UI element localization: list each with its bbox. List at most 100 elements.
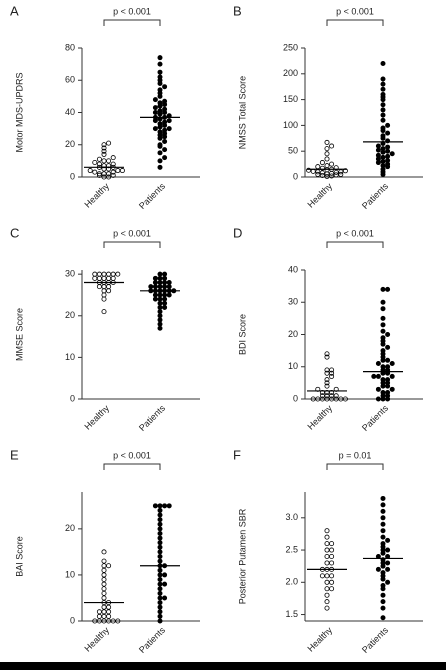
data-point [106, 288, 112, 294]
y-tick-label: 40 [65, 107, 75, 117]
y-axis-label: Motor MDS-UPDRS [14, 72, 24, 152]
y-tick-label: 0 [70, 393, 75, 403]
data-point [380, 125, 386, 131]
y-tick-label: 0 [70, 615, 75, 625]
data-point [389, 373, 395, 379]
data-point [380, 81, 386, 87]
data-point [157, 304, 163, 310]
y-tick-label: 20 [65, 139, 75, 149]
data-point [152, 97, 158, 103]
y-tick-label: 50 [288, 146, 298, 156]
significance-bracket [326, 463, 384, 470]
data-point [385, 547, 391, 553]
data-point [110, 155, 116, 161]
data-point [157, 517, 163, 523]
data-point [319, 573, 325, 579]
data-point [162, 296, 168, 302]
data-point [389, 386, 395, 392]
data-point [324, 599, 330, 605]
data-point [375, 396, 381, 402]
data-point [157, 567, 163, 573]
data-point [110, 275, 116, 281]
significance-label: p < 0.001 [113, 450, 151, 460]
data-point [324, 367, 330, 373]
data-point [324, 173, 330, 179]
data-point [106, 604, 112, 610]
x-tick-label: Healthy [82, 403, 111, 432]
significance-label: p < 0.001 [336, 228, 374, 238]
data-point [157, 317, 163, 323]
data-point [157, 74, 163, 80]
data-point [380, 306, 386, 312]
data-point [380, 541, 386, 547]
data-point [101, 148, 107, 154]
data-point [319, 396, 325, 402]
data-point [385, 377, 391, 383]
data-point [324, 573, 330, 579]
data-point [162, 595, 168, 601]
data-point [157, 526, 163, 532]
data-point [157, 609, 163, 615]
panel-letter: B [233, 3, 242, 18]
y-tick-label: 2.5 [285, 544, 298, 554]
data-point [96, 613, 102, 619]
data-point [157, 108, 163, 114]
data-point [315, 169, 321, 175]
data-point [162, 503, 168, 509]
data-point [375, 361, 381, 367]
data-point [324, 171, 330, 177]
data-point [385, 148, 391, 154]
data-point [380, 102, 386, 108]
data-point [329, 173, 335, 179]
data-point [310, 396, 316, 402]
data-point [157, 549, 163, 555]
data-point [157, 586, 163, 592]
data-point [329, 373, 335, 379]
data-point [324, 554, 330, 560]
y-tick-label: 3.0 [285, 512, 298, 522]
data-point [324, 156, 330, 162]
data-point [157, 321, 163, 327]
data-point [110, 271, 116, 277]
data-point [106, 158, 112, 164]
data-point [101, 174, 107, 180]
data-point [162, 119, 168, 125]
data-point [166, 292, 172, 298]
data-point [110, 172, 116, 178]
data-point [380, 335, 386, 341]
data-point [115, 271, 121, 277]
data-point [333, 169, 339, 175]
data-point [110, 169, 116, 175]
x-tick-label: Patients [137, 403, 167, 433]
data-point [380, 570, 386, 576]
y-tick-label: 0 [70, 171, 75, 181]
data-point [152, 503, 158, 509]
data-point [324, 560, 330, 566]
data-point [101, 151, 107, 157]
data-point [375, 373, 381, 379]
data-point [157, 271, 163, 277]
data-point [106, 171, 112, 177]
data-point [157, 150, 163, 156]
data-point [106, 271, 112, 277]
data-point [162, 271, 168, 277]
y-tick-label: 20 [288, 329, 298, 339]
data-point [110, 161, 116, 167]
data-point [96, 171, 102, 177]
data-point [385, 537, 391, 543]
data-point [157, 540, 163, 546]
data-point [380, 502, 386, 508]
data-point [115, 618, 121, 624]
data-point [385, 286, 391, 292]
data-point [101, 309, 107, 315]
data-point [375, 152, 381, 158]
data-point [324, 541, 330, 547]
data-point [92, 271, 98, 277]
data-point [315, 171, 321, 177]
data-point [157, 577, 163, 583]
data-point [385, 579, 391, 585]
data-point [380, 364, 386, 370]
data-point [324, 380, 330, 386]
data-point [96, 618, 102, 624]
data-point [101, 563, 107, 569]
